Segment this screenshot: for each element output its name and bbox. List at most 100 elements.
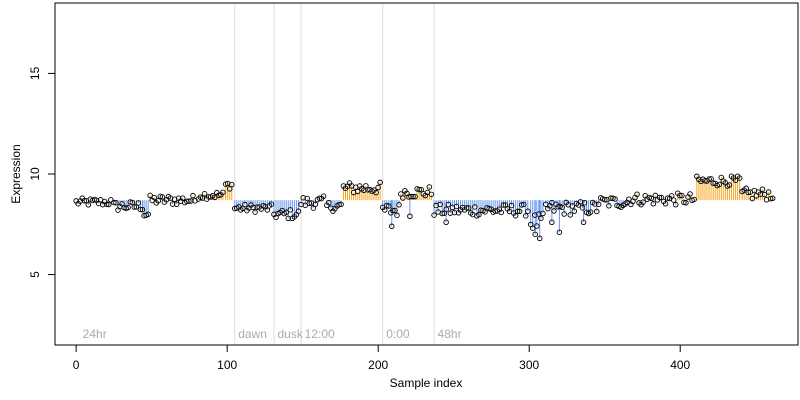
data-point (190, 192, 196, 199)
data-point (556, 229, 563, 236)
data-point (147, 192, 153, 199)
data-point (354, 188, 361, 195)
data-point (184, 198, 190, 205)
data-point (377, 179, 383, 186)
data-point (569, 203, 576, 209)
data-point (173, 201, 180, 208)
data-point (373, 189, 379, 196)
data-point (111, 199, 117, 206)
data-point (726, 182, 733, 188)
data-point (595, 201, 602, 208)
data-point (220, 189, 226, 196)
data-point (106, 201, 112, 208)
data-point (396, 202, 402, 208)
data-point (400, 195, 406, 201)
condition-dividers (234, 3, 435, 345)
data-point (85, 202, 92, 208)
data-point (212, 194, 218, 201)
data-point (648, 195, 655, 202)
data-point (662, 201, 669, 207)
data-point (188, 198, 194, 204)
data-point (389, 223, 395, 230)
data-point (412, 193, 418, 200)
data-point (250, 204, 256, 211)
data-point (139, 206, 146, 213)
data-point (416, 186, 422, 193)
condition-annotation: dusk (277, 327, 303, 341)
data-point (229, 181, 235, 188)
x-tick-label: 400 (670, 358, 690, 372)
y-axis: 5 10 15 (28, 66, 56, 278)
data-point (320, 193, 327, 199)
data-point (151, 194, 157, 201)
data-point (580, 219, 587, 226)
data-point (500, 202, 507, 208)
data-point (551, 208, 557, 214)
x-tick-label: 0 (73, 358, 80, 372)
data-point (186, 198, 192, 204)
baseline-stems (77, 176, 774, 239)
data-point (529, 225, 536, 231)
data-point (571, 208, 578, 214)
data-point (125, 204, 131, 211)
data-point (302, 202, 308, 209)
data-point (428, 191, 435, 198)
data-point (749, 195, 756, 202)
data-point (525, 208, 531, 214)
data-point (137, 206, 144, 213)
data-point (410, 193, 416, 200)
x-axis: 0 100 200 300 400 (73, 344, 691, 372)
data-point (129, 199, 135, 206)
data-point (523, 213, 529, 219)
data-point (769, 195, 776, 202)
data-point (591, 201, 598, 207)
data-point (390, 207, 396, 214)
data-point (326, 199, 332, 206)
data-point (594, 208, 600, 215)
data-point (131, 204, 138, 210)
data-point (664, 195, 671, 201)
data-point (312, 201, 319, 208)
data-point (155, 198, 162, 204)
data-point (612, 196, 618, 202)
data-point (650, 201, 657, 207)
condition-annotation: dawn (238, 327, 267, 341)
data-point (465, 205, 472, 211)
data-point (437, 201, 443, 208)
data-point (683, 200, 689, 206)
data-point (765, 189, 772, 195)
data-point (108, 197, 114, 203)
data-point (538, 215, 544, 222)
data-point (453, 203, 460, 210)
y-tick-label: 15 (28, 66, 42, 80)
data-point (757, 191, 764, 197)
data-point (512, 212, 519, 219)
data-point (145, 211, 151, 217)
data-point (285, 215, 291, 222)
data-point (710, 180, 716, 186)
data-point (268, 201, 275, 207)
data-point (516, 208, 523, 215)
data-point (304, 195, 311, 202)
data-point (338, 201, 344, 208)
data-point (439, 210, 445, 217)
data-point (567, 212, 574, 218)
data-point (103, 201, 110, 208)
data-point (242, 201, 248, 208)
data-point (418, 186, 424, 193)
data-point (708, 176, 714, 182)
data-point (606, 203, 612, 209)
condition-annotation: 24hr (83, 327, 107, 341)
data-point (634, 191, 640, 198)
data-point (476, 211, 482, 218)
data-point (716, 181, 722, 188)
data-point (670, 197, 677, 203)
data-point (381, 207, 388, 213)
y-tick-label: 5 (28, 271, 42, 278)
data-point (602, 197, 608, 203)
data-point (673, 201, 679, 208)
data-point (451, 209, 458, 216)
data-points (73, 173, 776, 242)
condition-annotation: 48hr (438, 327, 462, 341)
